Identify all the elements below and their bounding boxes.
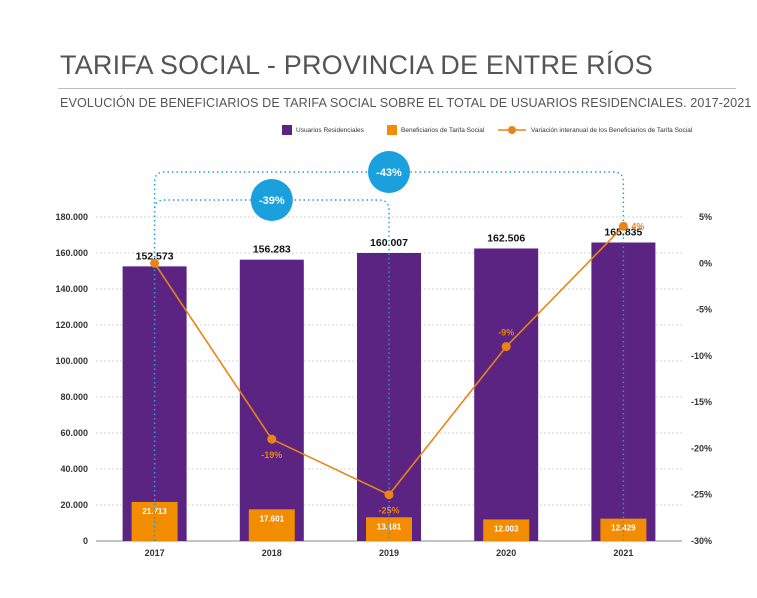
- variation-point: [150, 258, 160, 268]
- beneficiaries-bar: [600, 518, 647, 541]
- y-axis-left-tick-label: 120.000: [55, 320, 88, 330]
- variation-point: [267, 434, 277, 444]
- legend-label-residential: Usuarios Residenciales: [296, 127, 365, 134]
- y-axis-right-tick-label: -5%: [696, 305, 712, 315]
- y-axis-right-tick-label: -25%: [691, 490, 712, 500]
- y-axis-left-tick-label: 180.000: [55, 212, 88, 222]
- legend-marker-variation: [508, 126, 516, 134]
- variation-value-label: 4%: [631, 221, 644, 231]
- beneficiaries-value-label: 21.713: [142, 507, 167, 516]
- variation-value-label: -19%: [261, 450, 282, 460]
- x-axis-tick-label: 2019: [379, 548, 399, 558]
- y-axis-right-tick-label: 0%: [699, 258, 712, 268]
- variation-point: [384, 490, 394, 500]
- y-axis-right-tick-label: -30%: [691, 536, 712, 546]
- beneficiaries-bar: [483, 519, 530, 541]
- beneficiaries-value-label: 17.601: [260, 514, 285, 523]
- title-divider: [58, 88, 736, 89]
- legend-label-variation: Variación interanual de los Beneficiario…: [531, 127, 693, 134]
- x-axis-tick-label: 2020: [496, 548, 516, 558]
- variation-badge-label: -39%: [259, 195, 285, 207]
- x-axis-tick-label: 2018: [262, 548, 282, 558]
- beneficiaries-value-label: 13.181: [377, 522, 402, 531]
- y-axis-left-tick-label: 60.000: [60, 428, 88, 438]
- y-axis-left-tick-label: 40.000: [60, 464, 88, 474]
- variation-point: [618, 221, 628, 231]
- y-axis-left-tick-label: 140.000: [55, 284, 88, 294]
- y-axis-right-tick-label: -10%: [691, 351, 712, 361]
- residential-bar: [474, 248, 539, 541]
- legend-swatch-residential: [282, 125, 292, 135]
- beneficiaries-value-label: 12.429: [611, 524, 636, 533]
- y-axis-left-tick-label: 160.000: [55, 248, 88, 258]
- y-axis-left-tick-label: 0: [83, 536, 88, 546]
- residential-value-label: 156.283: [253, 244, 291, 256]
- y-axis-right-tick-label: -15%: [691, 397, 712, 407]
- legend-swatch-beneficiaries: [387, 125, 397, 135]
- residential-value-label: 162.506: [487, 232, 525, 244]
- beneficiaries-bar: [248, 509, 295, 541]
- page-title: TARIFA SOCIAL - PROVINCIA DE ENTRE RÍOS: [60, 50, 653, 80]
- y-axis-left-tick-label: 20.000: [60, 500, 88, 510]
- y-axis-left-tick-label: 100.000: [55, 356, 88, 366]
- y-axis-left-tick-label: 80.000: [60, 392, 88, 402]
- legend-label-beneficiaries: Beneficiarios de Tarifa Social: [401, 127, 485, 134]
- variation-value-label: -25%: [378, 506, 399, 516]
- residential-bar: [239, 259, 304, 541]
- variation-value-label: -9%: [498, 328, 514, 338]
- x-axis-tick-label: 2021: [613, 548, 633, 558]
- chart-subtitle: EVOLUCIÓN DE BENEFICIARIOS DE TARIFA SOC…: [60, 96, 752, 110]
- beneficiaries-value-label: 12.003: [494, 524, 519, 533]
- variation-badge-label: -43%: [376, 167, 402, 179]
- variation-point: [501, 342, 511, 352]
- residential-value-label: 160.007: [370, 237, 408, 249]
- y-axis-right-tick-label: 5%: [699, 212, 712, 222]
- variation-badge: [250, 179, 293, 221]
- variation-badge: [368, 151, 410, 193]
- x-axis-tick-label: 2017: [145, 548, 165, 558]
- y-axis-right-tick-label: -20%: [691, 443, 712, 453]
